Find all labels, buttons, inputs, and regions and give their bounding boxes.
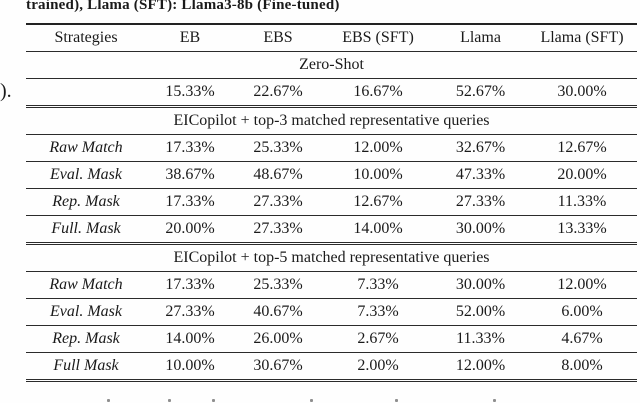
value-cell: 26.00%	[253, 330, 303, 347]
column-header-llama-sft: Llama (SFT)	[540, 29, 624, 46]
value-cell: 30.00%	[455, 220, 506, 237]
value-cell-best: 2.00%	[357, 357, 399, 374]
column-header-ebs-sft: EBS (SFT)	[342, 29, 414, 46]
value-cell: 2.67%	[357, 330, 399, 347]
value-cell: 30.67%	[253, 357, 303, 374]
table-row: Raw Match 17.33% 25.33% 12.00% 32.67% 12…	[26, 135, 637, 162]
section-header-zero-shot: Zero-Shot	[26, 51, 637, 79]
column-header-strategies: Strategies	[54, 29, 118, 46]
value-cell: 12.00%	[455, 357, 506, 374]
value-cell: 13.33%	[557, 220, 607, 237]
value-cell: 52.67%	[455, 83, 506, 100]
value-cell: 16.67%	[353, 83, 403, 100]
value-cell: 22.67%	[253, 83, 303, 100]
table-caption-fragment: trained), Llama (SFT): Llama3-8b (Fine-t…	[26, 0, 340, 13]
strategy-cell: Rep. Mask	[52, 193, 120, 210]
text-fragment-dot	[310, 399, 313, 402]
column-header-llama: Llama	[460, 29, 501, 46]
text-fragment-dot	[395, 399, 398, 402]
value-cell: 27.33%	[253, 220, 303, 237]
value-cell: 6.00%	[561, 303, 603, 320]
strategy-cell: Raw Match	[49, 276, 123, 293]
value-cell: 20.00%	[557, 166, 607, 183]
value-cell: 17.33%	[165, 276, 215, 293]
value-cell-best: 10.00%	[165, 357, 215, 374]
section-header-top5: EICopilot + top-5 matched representative…	[26, 243, 637, 272]
value-cell: 25.33%	[253, 276, 303, 293]
value-cell: 30.00%	[557, 83, 607, 100]
strategy-cell: Rep. Mask	[52, 330, 120, 347]
text-fragment-dot	[493, 399, 496, 402]
strategy-cell: Eval. Mask	[50, 166, 122, 183]
cut-off-next-line-fragments	[0, 398, 640, 403]
value-cell: 14.00%	[165, 330, 215, 347]
value-cell: 27.33%	[165, 303, 215, 320]
table-row: Raw Match 17.33% 25.33% 7.33% 30.00% 12.…	[26, 272, 637, 299]
table-row: 15.33% 22.67% 16.67% 52.67% 30.00%	[26, 79, 637, 107]
value-cell: 8.00%	[561, 357, 603, 374]
value-cell: 52.00%	[455, 303, 506, 320]
value-cell: 12.00%	[557, 276, 607, 293]
table-row: Eval. Mask 27.33% 40.67% 7.33% 52.00% 6.…	[26, 299, 637, 326]
section-label: EICopilot + top-3 matched representative…	[26, 106, 637, 135]
value-cell: 11.33%	[456, 330, 505, 347]
section-label: Zero-Shot	[26, 51, 637, 79]
table-row: Full Mask 10.00% 30.67% 2.00% 12.00% 8.0…	[26, 353, 637, 381]
strategy-cell: Eval. Mask	[50, 303, 122, 320]
strategy-cell	[26, 79, 146, 107]
strategy-cell: Raw Match	[49, 139, 123, 156]
strategy-cell: Full. Mask	[51, 220, 121, 237]
value-cell: 30.00%	[455, 276, 506, 293]
column-header-eb: EB	[179, 29, 201, 46]
table-row: Eval. Mask 38.67% 48.67% 10.00% 47.33% 2…	[26, 162, 637, 189]
value-cell: 27.33%	[455, 193, 506, 210]
value-cell: 40.67%	[253, 303, 303, 320]
value-cell: 12.67%	[353, 193, 403, 210]
value-cell: 4.67%	[561, 330, 603, 347]
value-cell: 25.33%	[253, 139, 303, 156]
left-margin-text-fragment: ).	[0, 80, 12, 102]
text-fragment-dot	[107, 399, 110, 402]
value-cell: 15.33%	[165, 83, 215, 100]
table-row: Full. Mask 20.00% 27.33% 14.00% 30.00% 1…	[26, 216, 637, 244]
value-cell: 32.67%	[455, 139, 506, 156]
value-cell: 12.67%	[557, 139, 607, 156]
table-header-row: Strategies EB EBS EBS (SFT) Llama Llama …	[26, 24, 637, 52]
value-cell: 27.33%	[253, 193, 303, 210]
value-cell: 47.33%	[455, 166, 506, 183]
table-row: Rep. Mask 17.33% 27.33% 12.67% 27.33% 11…	[26, 189, 637, 216]
value-cell: 48.67%	[253, 166, 303, 183]
value-cell: 10.00%	[353, 166, 403, 183]
section-header-top3: EICopilot + top-3 matched representative…	[26, 106, 637, 135]
value-cell: 12.00%	[353, 139, 403, 156]
value-cell: 17.33%	[165, 193, 215, 210]
strategy-cell: Full Mask	[53, 357, 119, 374]
value-cell: 11.33%	[557, 193, 607, 210]
text-fragment-dot	[212, 399, 215, 402]
value-cell: 17.33%	[165, 139, 215, 156]
column-header-ebs: EBS	[263, 29, 293, 46]
value-cell: 38.67%	[165, 166, 215, 183]
table-row: Rep. Mask 14.00% 26.00% 2.67% 11.33% 4.6…	[26, 326, 637, 353]
value-cell: 14.00%	[353, 220, 403, 237]
section-label: EICopilot + top-5 matched representative…	[26, 243, 637, 272]
value-cell: 7.33%	[357, 303, 399, 320]
value-cell: 20.00%	[165, 220, 215, 237]
value-cell: 7.33%	[357, 276, 399, 293]
results-table: Strategies EB EBS EBS (SFT) Llama Llama …	[26, 23, 637, 382]
text-fragment-dot	[168, 399, 171, 402]
